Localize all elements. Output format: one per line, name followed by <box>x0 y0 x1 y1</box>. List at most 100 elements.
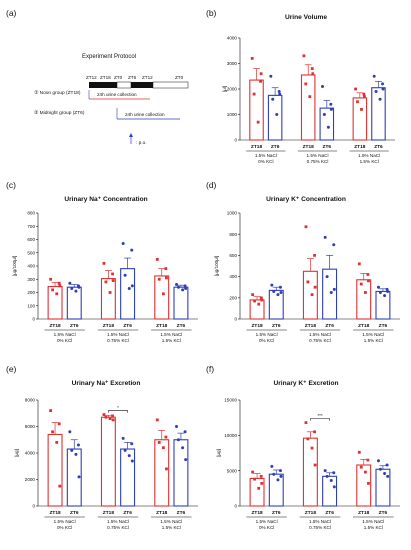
data-point <box>259 72 263 76</box>
data-point <box>183 284 187 288</box>
data-point <box>276 478 280 482</box>
y-axis-label: [μg] <box>14 449 19 457</box>
data-point <box>310 67 314 70</box>
group-label: 1.5% NaCl <box>362 519 384 524</box>
data-point <box>111 272 114 276</box>
collection1-label: 24h urine collection <box>97 92 137 97</box>
significance-bracket <box>108 410 128 413</box>
group-label: 1.5% NaCl <box>256 332 278 337</box>
bar-zt6 <box>173 286 189 320</box>
data-point <box>329 107 333 111</box>
group-label: 1.5% NaCl <box>362 332 384 337</box>
data-point <box>111 418 115 422</box>
data-point <box>260 481 264 485</box>
y-tick-label: 2000 <box>227 87 238 92</box>
group-label: 1.5% NaCl <box>256 519 278 524</box>
data-point <box>121 241 125 245</box>
data-point <box>356 100 359 104</box>
timeline-label: ZT0 <box>114 75 123 80</box>
data-point <box>357 262 361 266</box>
x-tick-label: ZT6 <box>379 510 388 516</box>
group-label: 1.5% NaCl <box>160 519 182 524</box>
data-point <box>326 125 330 129</box>
data-point <box>108 417 112 420</box>
bar-zt6 <box>268 289 284 320</box>
data-point <box>278 92 282 96</box>
x-tick-label: ZT18 <box>49 510 61 516</box>
data-point <box>310 446 314 450</box>
data-point <box>332 485 336 489</box>
protocol-title: Experiment Protocol <box>82 54 136 60</box>
data-point <box>161 292 165 296</box>
data-point <box>276 293 280 297</box>
data-point <box>272 472 276 476</box>
bar-zt18 <box>356 464 372 507</box>
bar-zt6 <box>319 107 335 141</box>
x-tick-label: ZT18 <box>305 323 317 329</box>
y-tick-label: 5000 <box>227 468 238 473</box>
bar-zt18 <box>154 439 170 507</box>
data-point <box>270 283 274 287</box>
y-tick-label: 3000 <box>227 61 238 66</box>
data-point <box>121 436 125 440</box>
data-point <box>111 414 114 418</box>
data-point <box>313 254 316 257</box>
data-point <box>123 448 127 452</box>
x-tick-label: ZT6 <box>374 144 383 150</box>
x-tick-label: ZT6 <box>177 510 186 516</box>
y-tick-label: 200 <box>27 290 35 295</box>
data-point <box>49 409 53 412</box>
data-point <box>55 441 59 444</box>
data-point <box>270 464 274 468</box>
data-point <box>165 276 168 280</box>
y-axis-label: [μl] <box>222 86 227 92</box>
data-point <box>269 74 273 78</box>
data-point <box>325 275 329 279</box>
group2-label: ② Midnight group (ZT6) <box>34 110 85 116</box>
timeline-label: ZT12 <box>142 75 153 80</box>
data-point <box>323 235 327 239</box>
bar-zt6 <box>322 268 338 320</box>
y-tick-label: 500 <box>27 250 35 255</box>
bar-zt18 <box>154 275 170 320</box>
data-point <box>366 458 370 462</box>
y-tick-label: 4000 <box>25 451 36 456</box>
group-label: 0.75% KCl <box>309 338 331 343</box>
data-point <box>386 289 390 293</box>
x-tick-label: ZT6 <box>70 510 79 516</box>
data-point <box>174 425 178 428</box>
data-point <box>55 292 59 296</box>
chart-b: (b) Urine Volume [μl] 0 1000 2000 3000 4000 ZT18… <box>206 8 395 164</box>
y-tick-label: 400 <box>229 274 237 279</box>
data-point <box>256 120 260 124</box>
data-point <box>357 450 361 454</box>
data-point <box>68 281 72 285</box>
data-point <box>108 291 112 294</box>
data-point <box>383 294 387 298</box>
significance-bracket <box>310 418 330 421</box>
data-point <box>70 448 74 452</box>
bar-zt18 <box>47 285 63 320</box>
significance-label: *** <box>317 413 323 418</box>
data-point <box>378 467 382 471</box>
data-point <box>359 465 363 469</box>
data-point <box>104 280 108 284</box>
group-label: 1.5% NaCl <box>54 519 76 524</box>
data-point <box>70 287 74 291</box>
x-tick-label: ZT18 <box>358 323 370 329</box>
bar-zt6 <box>371 87 386 141</box>
y-tick-label: 400 <box>27 264 35 269</box>
timeline-light-phase <box>152 81 189 89</box>
data-point <box>376 459 380 463</box>
data-point <box>165 467 168 471</box>
data-point <box>271 97 275 101</box>
group-label: 1.5% NaCl <box>309 332 331 337</box>
group-label: 1.5% KCl <box>162 525 181 530</box>
x-tick-label: ZT6 <box>323 144 332 150</box>
x-tick-label: ZT18 <box>251 144 263 150</box>
group-label: 1.5% NaCl <box>255 153 277 158</box>
x-tick-label: ZT6 <box>123 323 132 329</box>
bar-zt18 <box>302 270 318 320</box>
data-point <box>332 471 336 475</box>
data-point <box>251 470 255 474</box>
